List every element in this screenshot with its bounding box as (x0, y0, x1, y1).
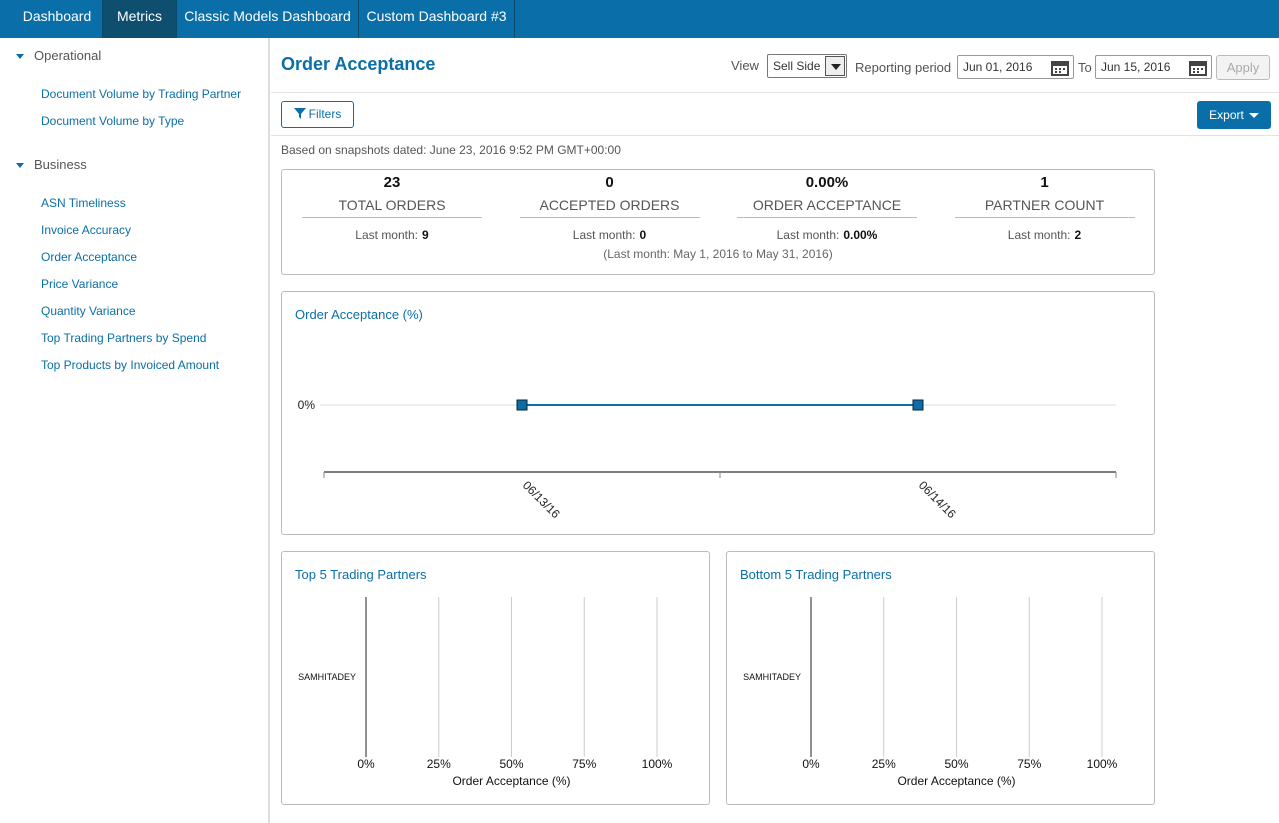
kpi-label: ACCEPTED ORDERS (519, 197, 700, 218)
filters-button[interactable]: Filters (281, 101, 354, 128)
nav-link[interactable]: Price Variance (41, 277, 119, 291)
top-nav: Dashboard Metrics Classic Models Dashboa… (0, 0, 1279, 38)
kpi-value: 23 (383, 174, 401, 191)
kpi-note: (Last month: May 1, 2016 to May 31, 2016… (603, 247, 833, 261)
last-value: 2 (1074, 228, 1082, 242)
nav-link[interactable]: Document Volume by Trading Partner (41, 87, 242, 101)
section-title[interactable]: Operational (34, 48, 102, 63)
export-button[interactable]: Export (1197, 101, 1271, 129)
kpi-label: PARTNER COUNT (954, 197, 1135, 218)
tab[interactable]: Dashboard (12, 0, 103, 38)
to-date[interactable]: Jun 15, 2016 (1095, 55, 1212, 79)
snapshot-note: Based on snapshots dated: June 23, 2016 … (281, 143, 621, 157)
kpi-value: 0 (605, 174, 614, 191)
tab[interactable]: Classic Models Dashboard (177, 0, 359, 38)
kpi-value: 1 (1040, 174, 1049, 191)
last-label: Last month: (776, 228, 840, 242)
filter-icon (293, 108, 306, 119)
to-text: Jun 15, 2016 (1101, 60, 1171, 74)
last-value: 0.00% (843, 228, 878, 242)
view-label: View (731, 58, 759, 73)
last-label: Last month: (572, 228, 636, 242)
kpi-last: Last month: 2 (955, 228, 1135, 242)
nav-link[interactable]: Order Acceptance (41, 250, 138, 264)
section-toggle[interactable] (16, 163, 24, 168)
calendar-icon (1189, 61, 1207, 76)
kpi-label: ORDER ACCEPTANCE (737, 197, 917, 218)
kpi-last: Last month: 0 (520, 228, 700, 242)
apply-button[interactable]: Apply (1216, 55, 1270, 80)
view-value: Sell Side (773, 59, 821, 73)
page-title: Order Acceptance (281, 54, 436, 74)
nav-link[interactable]: Quantity Variance (41, 304, 136, 318)
from-text: Jun 01, 2016 (963, 60, 1033, 74)
filters-text: Filters (308, 107, 342, 121)
section-toggle[interactable] (16, 54, 24, 59)
from-date[interactable]: Jun 01, 2016 (957, 55, 1074, 79)
bar-chart-panel (726, 551, 1155, 805)
divider (271, 92, 1279, 93)
sidebar: Operational Document Volume by Trading Pa… (0, 38, 270, 823)
divider (271, 135, 1279, 136)
kpi-panel: 23 TOTAL ORDERS Last month: 9 0 ACCEPTED ORDE… (281, 169, 1155, 275)
section-title[interactable]: Business (34, 157, 87, 172)
kpi-last: Last month: 0.00% (737, 228, 917, 242)
export-text: Export (1209, 108, 1244, 122)
last-value: 0 (639, 228, 647, 242)
last-value: 9 (422, 228, 429, 242)
dropdown-arrow (825, 56, 845, 76)
tab[interactable]: Custom Dashboard #3 (359, 0, 515, 38)
nav-link[interactable]: Document Volume by Type (41, 114, 185, 128)
nav-link[interactable]: Top Trading Partners by Spend (41, 331, 207, 345)
last-label: Last month: (1007, 228, 1071, 242)
to-label: To (1078, 60, 1092, 75)
kpi-last: Last month: 9 (302, 228, 482, 242)
nav-link[interactable]: ASN Timeliness (41, 196, 126, 210)
kpi-value: 0.00% (805, 174, 849, 191)
line-chart-panel (281, 291, 1155, 535)
tab[interactable]: Metrics (103, 0, 177, 38)
period-label: Reporting period (855, 60, 952, 75)
view-select[interactable]: Sell Side (767, 54, 847, 78)
nav-link[interactable]: Top Products by Invoiced Amount (41, 358, 220, 372)
bar-chart-panel (281, 551, 710, 805)
nav-link[interactable]: Invoice Accuracy (41, 223, 132, 237)
last-label: Last month: (355, 228, 418, 242)
calendar-icon (1051, 61, 1069, 76)
kpi-label: TOTAL ORDERS (302, 197, 482, 218)
